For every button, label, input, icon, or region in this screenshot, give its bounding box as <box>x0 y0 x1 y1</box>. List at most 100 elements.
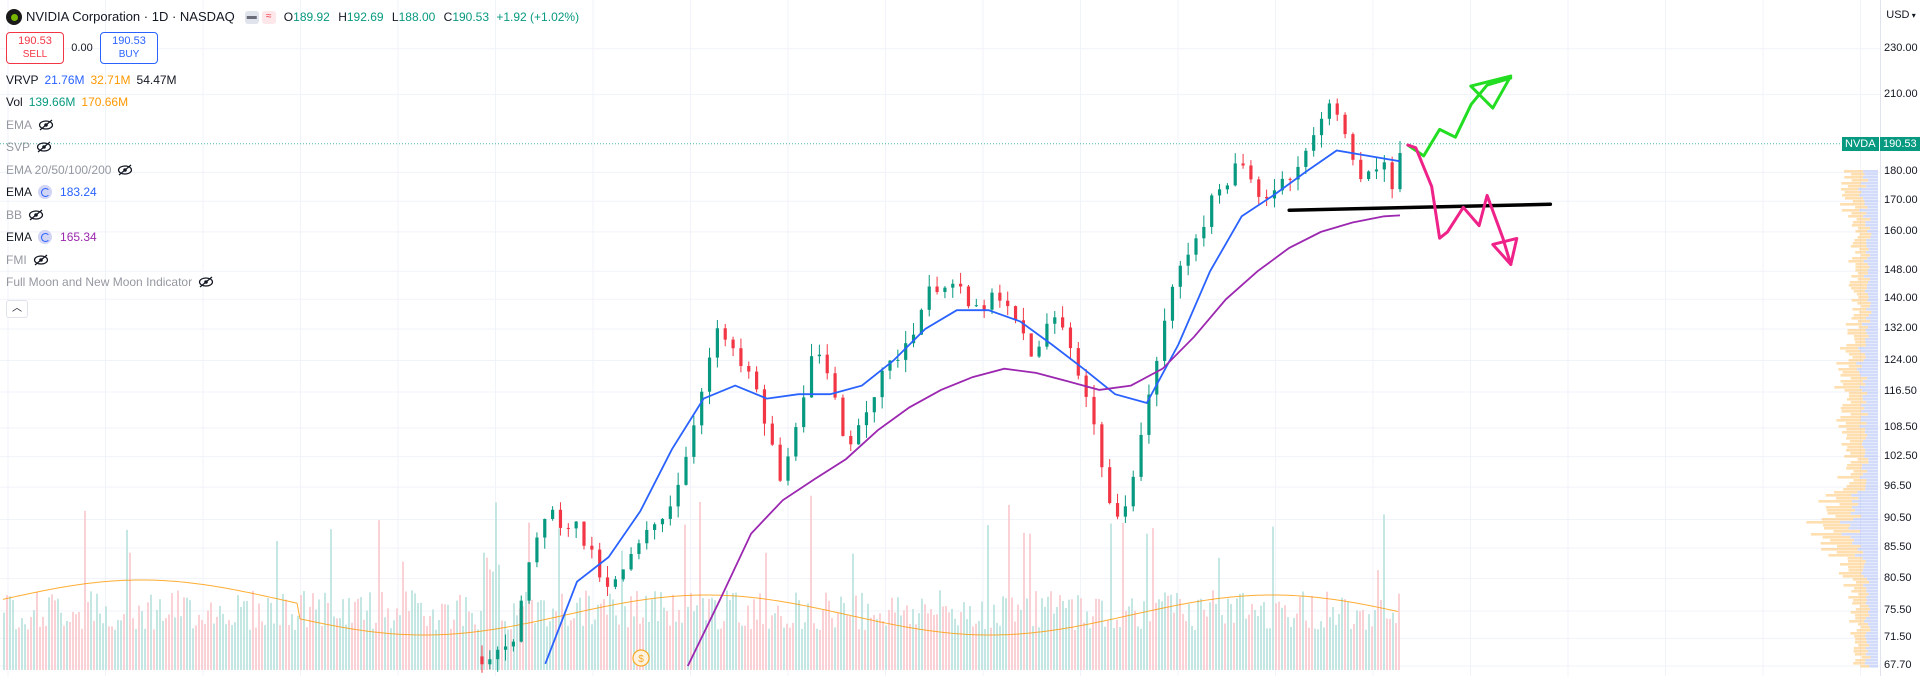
vp-bar-down <box>1836 497 1859 500</box>
vp-bar-down <box>1821 548 1858 551</box>
price-tick: 80.50 <box>1884 571 1912 584</box>
candle-body <box>935 286 939 292</box>
vp-bar-up <box>1850 536 1878 539</box>
volume-bar <box>99 613 101 670</box>
volume-bar <box>651 599 653 670</box>
indicator-ema-purple[interactable]: EMA 165.34 <box>6 226 579 249</box>
indicator-ema-blue[interactable]: EMA 183.24 <box>6 181 579 204</box>
vp-bar-down <box>1848 596 1867 599</box>
eye-hidden-icon[interactable] <box>36 141 52 153</box>
candle-body <box>880 370 884 398</box>
chart-area[interactable]: $ NVIDIA Corporation · 1D · NASDAQ ▬ ≈ O… <box>0 0 1880 676</box>
volume-bar <box>147 602 149 670</box>
currency-selector[interactable]: USD <box>1881 9 1920 21</box>
vp-bar-up <box>1867 326 1878 329</box>
candles <box>480 98 1402 673</box>
vp-bar-up <box>1864 431 1878 434</box>
eye-hidden-icon[interactable] <box>38 119 54 131</box>
volume-bar <box>1257 616 1259 670</box>
vp-bar-up <box>1858 188 1878 191</box>
vp-bar-up <box>1869 608 1878 611</box>
volume-bar <box>1227 598 1229 670</box>
wave-icon[interactable]: ≈ <box>261 10 276 24</box>
vp-bar-up <box>1859 476 1878 479</box>
candle-body <box>1061 317 1065 328</box>
volume-bar <box>1398 593 1400 670</box>
volume-bar <box>249 629 251 670</box>
buy-button[interactable]: 190.53 BUY <box>100 31 158 64</box>
indicator-vrvp[interactable]: VRVP 21.76M 32.71M 54.47M <box>6 69 579 92</box>
volume-bar <box>1320 621 1322 670</box>
vp-bar-down <box>1851 275 1865 278</box>
svp-name: SVP <box>6 140 31 155</box>
eye-hidden-icon[interactable] <box>33 254 49 266</box>
volume-bar <box>660 592 662 670</box>
vp-bar-up <box>1865 617 1878 620</box>
indicator-bb[interactable]: BB <box>6 204 579 227</box>
vp-bar-up <box>1867 578 1878 581</box>
volume-bar <box>180 616 182 670</box>
candle-body <box>1225 185 1229 190</box>
vp-bar-up <box>1866 479 1878 482</box>
volume-bar <box>1080 598 1082 670</box>
indicator-moon[interactable]: Full Moon and New Moon Indicator <box>6 271 579 294</box>
symbol-title[interactable]: NVIDIA Corporation · 1D · NASDAQ <box>26 9 235 25</box>
volume-bar <box>1332 607 1334 670</box>
volume-bar <box>417 603 419 670</box>
vp-bar-up <box>1863 575 1878 578</box>
vp-bar-up <box>1869 644 1878 647</box>
sell-button[interactable]: 190.53 SELL <box>6 31 64 64</box>
volume-bar <box>30 616 32 670</box>
volume-bar <box>1248 614 1250 670</box>
eye-hidden-icon[interactable] <box>117 164 133 176</box>
indicator-fmi[interactable]: FMI <box>6 249 579 272</box>
ema-multi-name: EMA 20/50/100/200 <box>6 162 112 177</box>
vp-bar-down <box>1837 545 1861 548</box>
collapse-legend-button[interactable]: ︿ <box>6 299 28 318</box>
volume-bar <box>1008 504 1010 670</box>
spread-value: 0.00 <box>71 41 93 54</box>
vp-bar-down <box>1828 554 1855 557</box>
price-chart[interactable]: $ <box>0 0 1880 676</box>
vp-bar-down <box>1810 533 1842 536</box>
volume-bar <box>1350 628 1352 670</box>
vp-bar-up <box>1867 281 1878 284</box>
menu-icon[interactable]: ▬ <box>244 10 259 24</box>
volume-bar <box>858 629 860 670</box>
vp-bar-up <box>1867 272 1878 275</box>
volume-bar <box>1353 624 1355 670</box>
volume-bar <box>495 502 497 670</box>
volume-bar <box>1197 599 1199 670</box>
volume-bar <box>585 590 587 670</box>
volume-bar <box>567 625 569 670</box>
ohlc-open-value: 189.92 <box>293 10 330 25</box>
vp-bar-down <box>1836 419 1861 422</box>
vp-bar-down <box>1855 638 1867 641</box>
refresh-icon[interactable] <box>38 185 53 200</box>
eye-hidden-icon[interactable] <box>198 276 214 288</box>
vp-bar-up <box>1862 176 1878 179</box>
vp-bar-down <box>1851 317 1866 320</box>
indicator-ema-multi[interactable]: EMA 20/50/100/200 <box>6 159 579 182</box>
volume-bar <box>969 606 971 670</box>
volume-bar <box>309 606 311 670</box>
price-tick: 148.00 <box>1884 264 1918 277</box>
eye-hidden-icon[interactable] <box>28 209 44 221</box>
candle-body <box>1202 226 1206 239</box>
volume-bar <box>1044 606 1046 670</box>
vp-bar-down <box>1850 461 1869 464</box>
candle-body <box>1296 166 1300 180</box>
volume-bar <box>189 600 191 670</box>
price-tick: 67.70 <box>1884 659 1912 671</box>
indicator-ema-hidden[interactable]: EMA <box>6 114 579 137</box>
volume-bar <box>756 619 758 670</box>
price-axis[interactable]: USD 230.00 210.00 180.00 170.00 160.00 148.00… <box>1880 0 1920 676</box>
vp-bar-down <box>1861 656 1871 659</box>
volume-bar <box>1158 599 1160 670</box>
refresh-icon[interactable] <box>38 230 53 245</box>
indicator-vol[interactable]: Vol 139.66M 170.66M <box>6 91 579 114</box>
vp-bar-up <box>1865 653 1878 656</box>
vp-bar-up <box>1871 311 1878 314</box>
candle-body <box>825 354 829 374</box>
indicator-svp[interactable]: SVP <box>6 136 579 159</box>
